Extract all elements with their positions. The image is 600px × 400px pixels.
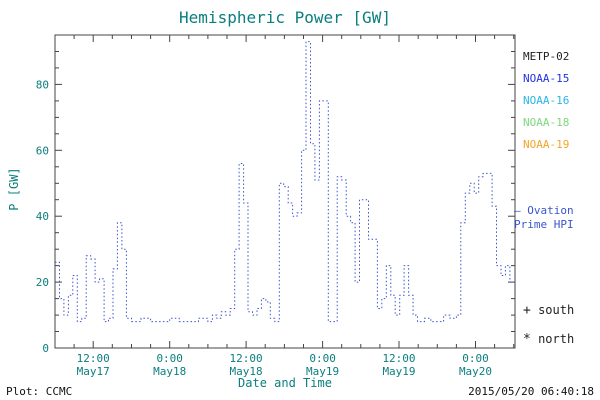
svg-text:May17: May17 [77,365,110,378]
svg-text:80: 80 [36,78,49,91]
asterisk-marker-icon: * [523,332,531,347]
svg-text:0:00: 0:00 [156,352,183,365]
ovation-label-line2: Prime HPI [514,218,574,231]
plot-source-label: Plot: CCMC [6,385,73,398]
legend-item-noaa-16: NOAA-16 [523,94,570,107]
svg-text:May18: May18 [230,365,263,378]
south-label: south [538,303,575,317]
chart-title: Hemispheric Power [GW] [179,8,391,27]
svg-text:60: 60 [36,144,49,157]
svg-text:0: 0 [42,342,49,355]
ovation-label-line1: Ovation [527,204,574,217]
north-marker-legend: * north [523,332,574,347]
svg-text:May19: May19 [382,365,415,378]
y-axis-label: P [GW] [7,167,21,211]
svg-text:40: 40 [36,210,49,223]
legend-item-noaa-19: NOAA-19 [523,138,570,151]
line-sample-icon: – [514,204,521,217]
x-axis-label: Date and Time [238,376,332,390]
svg-text:12:00: 12:00 [382,352,415,365]
svg-text:12:00: 12:00 [77,352,110,365]
svg-text:May18: May18 [153,365,186,378]
north-label: north [538,332,575,346]
plot-timestamp: 2015/05/20 06:40:18 [468,385,594,398]
svg-text:12:00: 12:00 [230,352,263,365]
plus-marker-icon: + [523,303,531,318]
legend-item-noaa-15: NOAA-15 [523,72,570,85]
legend-item-noaa-18: NOAA-18 [523,116,570,129]
south-marker-legend: + south [523,303,574,318]
svg-text:0:00: 0:00 [462,352,489,365]
svg-text:0:00: 0:00 [309,352,336,365]
legend-item-metp-02: METP-02 [523,50,570,63]
svg-text:May19: May19 [306,365,339,378]
svg-text:20: 20 [36,276,49,289]
satellite-legend: METP-02 NOAA-15 NOAA-16 NOAA-18 NOAA-19 [523,46,569,156]
ovation-hpi-legend: – Ovation Prime HPI [514,204,574,232]
svg-text:May20: May20 [459,365,492,378]
